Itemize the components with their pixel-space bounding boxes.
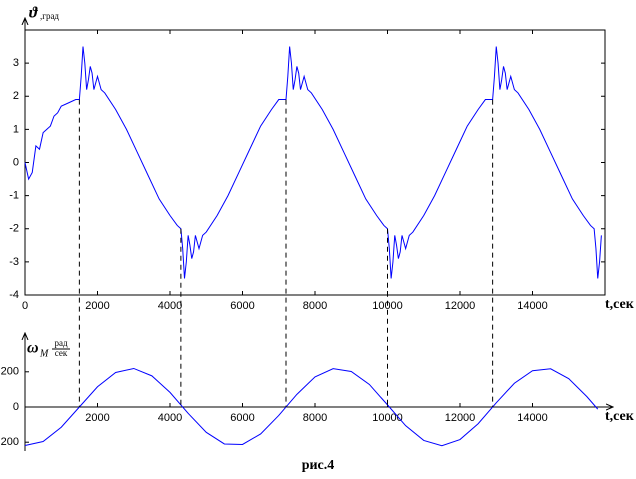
caption: рис.4 — [302, 458, 335, 473]
x-tick-label: 2000 — [85, 412, 109, 424]
data-line — [24, 46, 602, 279]
x-tick-label: 8000 — [303, 300, 327, 312]
x-tick-label: 8000 — [303, 412, 327, 424]
y-axis-denominator: сек — [55, 348, 68, 358]
x-axis-label: t,сек — [605, 297, 635, 312]
y-axis-subscript: М — [39, 348, 49, 359]
x-tick-label: 0 — [22, 300, 28, 312]
y-axis-unit: ,град — [40, 11, 59, 21]
y-axis-symbol: ϑ — [29, 5, 39, 22]
y-tick-label: 2 — [13, 90, 19, 102]
y-axis-symbol: ω — [27, 340, 39, 357]
y-tick-label: 200 — [1, 436, 19, 448]
plot-frame — [24, 29, 606, 296]
y-tick-label: -4 — [9, 289, 19, 301]
x-tick-label: 10000 — [372, 300, 403, 312]
y-tick-label: -3 — [9, 256, 19, 268]
x-tick-label: 2000 — [85, 300, 109, 312]
x-tick-label: 10000 — [372, 412, 403, 424]
x-tick-label: 12000 — [445, 412, 476, 424]
x-tick-label: 14000 — [517, 300, 548, 312]
y-tick-label: -1 — [9, 190, 19, 202]
y-axis-numerator: рад — [54, 338, 67, 348]
y-tick-label: 0 — [13, 401, 19, 413]
y-tick-label: 200 — [1, 366, 19, 378]
x-tick-label: 4000 — [158, 412, 182, 424]
y-tick-label: -2 — [9, 223, 19, 235]
x-tick-label: 6000 — [230, 300, 254, 312]
x-tick-label: 12000 — [445, 300, 476, 312]
x-tick-label: 6000 — [230, 412, 254, 424]
x-axis-label: t,сек — [605, 409, 635, 424]
x-tick-label: 4000 — [158, 300, 182, 312]
y-tick-label: 1 — [13, 123, 19, 135]
y-tick-label: 3 — [13, 57, 19, 69]
data-line — [24, 367, 599, 447]
y-tick-label: 0 — [13, 156, 19, 168]
x-tick-label: 14000 — [517, 412, 548, 424]
